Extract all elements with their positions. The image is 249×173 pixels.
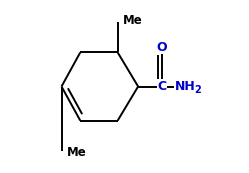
Text: C: C bbox=[157, 80, 167, 93]
Text: Me: Me bbox=[123, 14, 142, 27]
Text: 2: 2 bbox=[194, 85, 201, 95]
Text: O: O bbox=[157, 41, 167, 54]
Text: NH: NH bbox=[175, 80, 195, 93]
Text: Me: Me bbox=[67, 146, 86, 159]
